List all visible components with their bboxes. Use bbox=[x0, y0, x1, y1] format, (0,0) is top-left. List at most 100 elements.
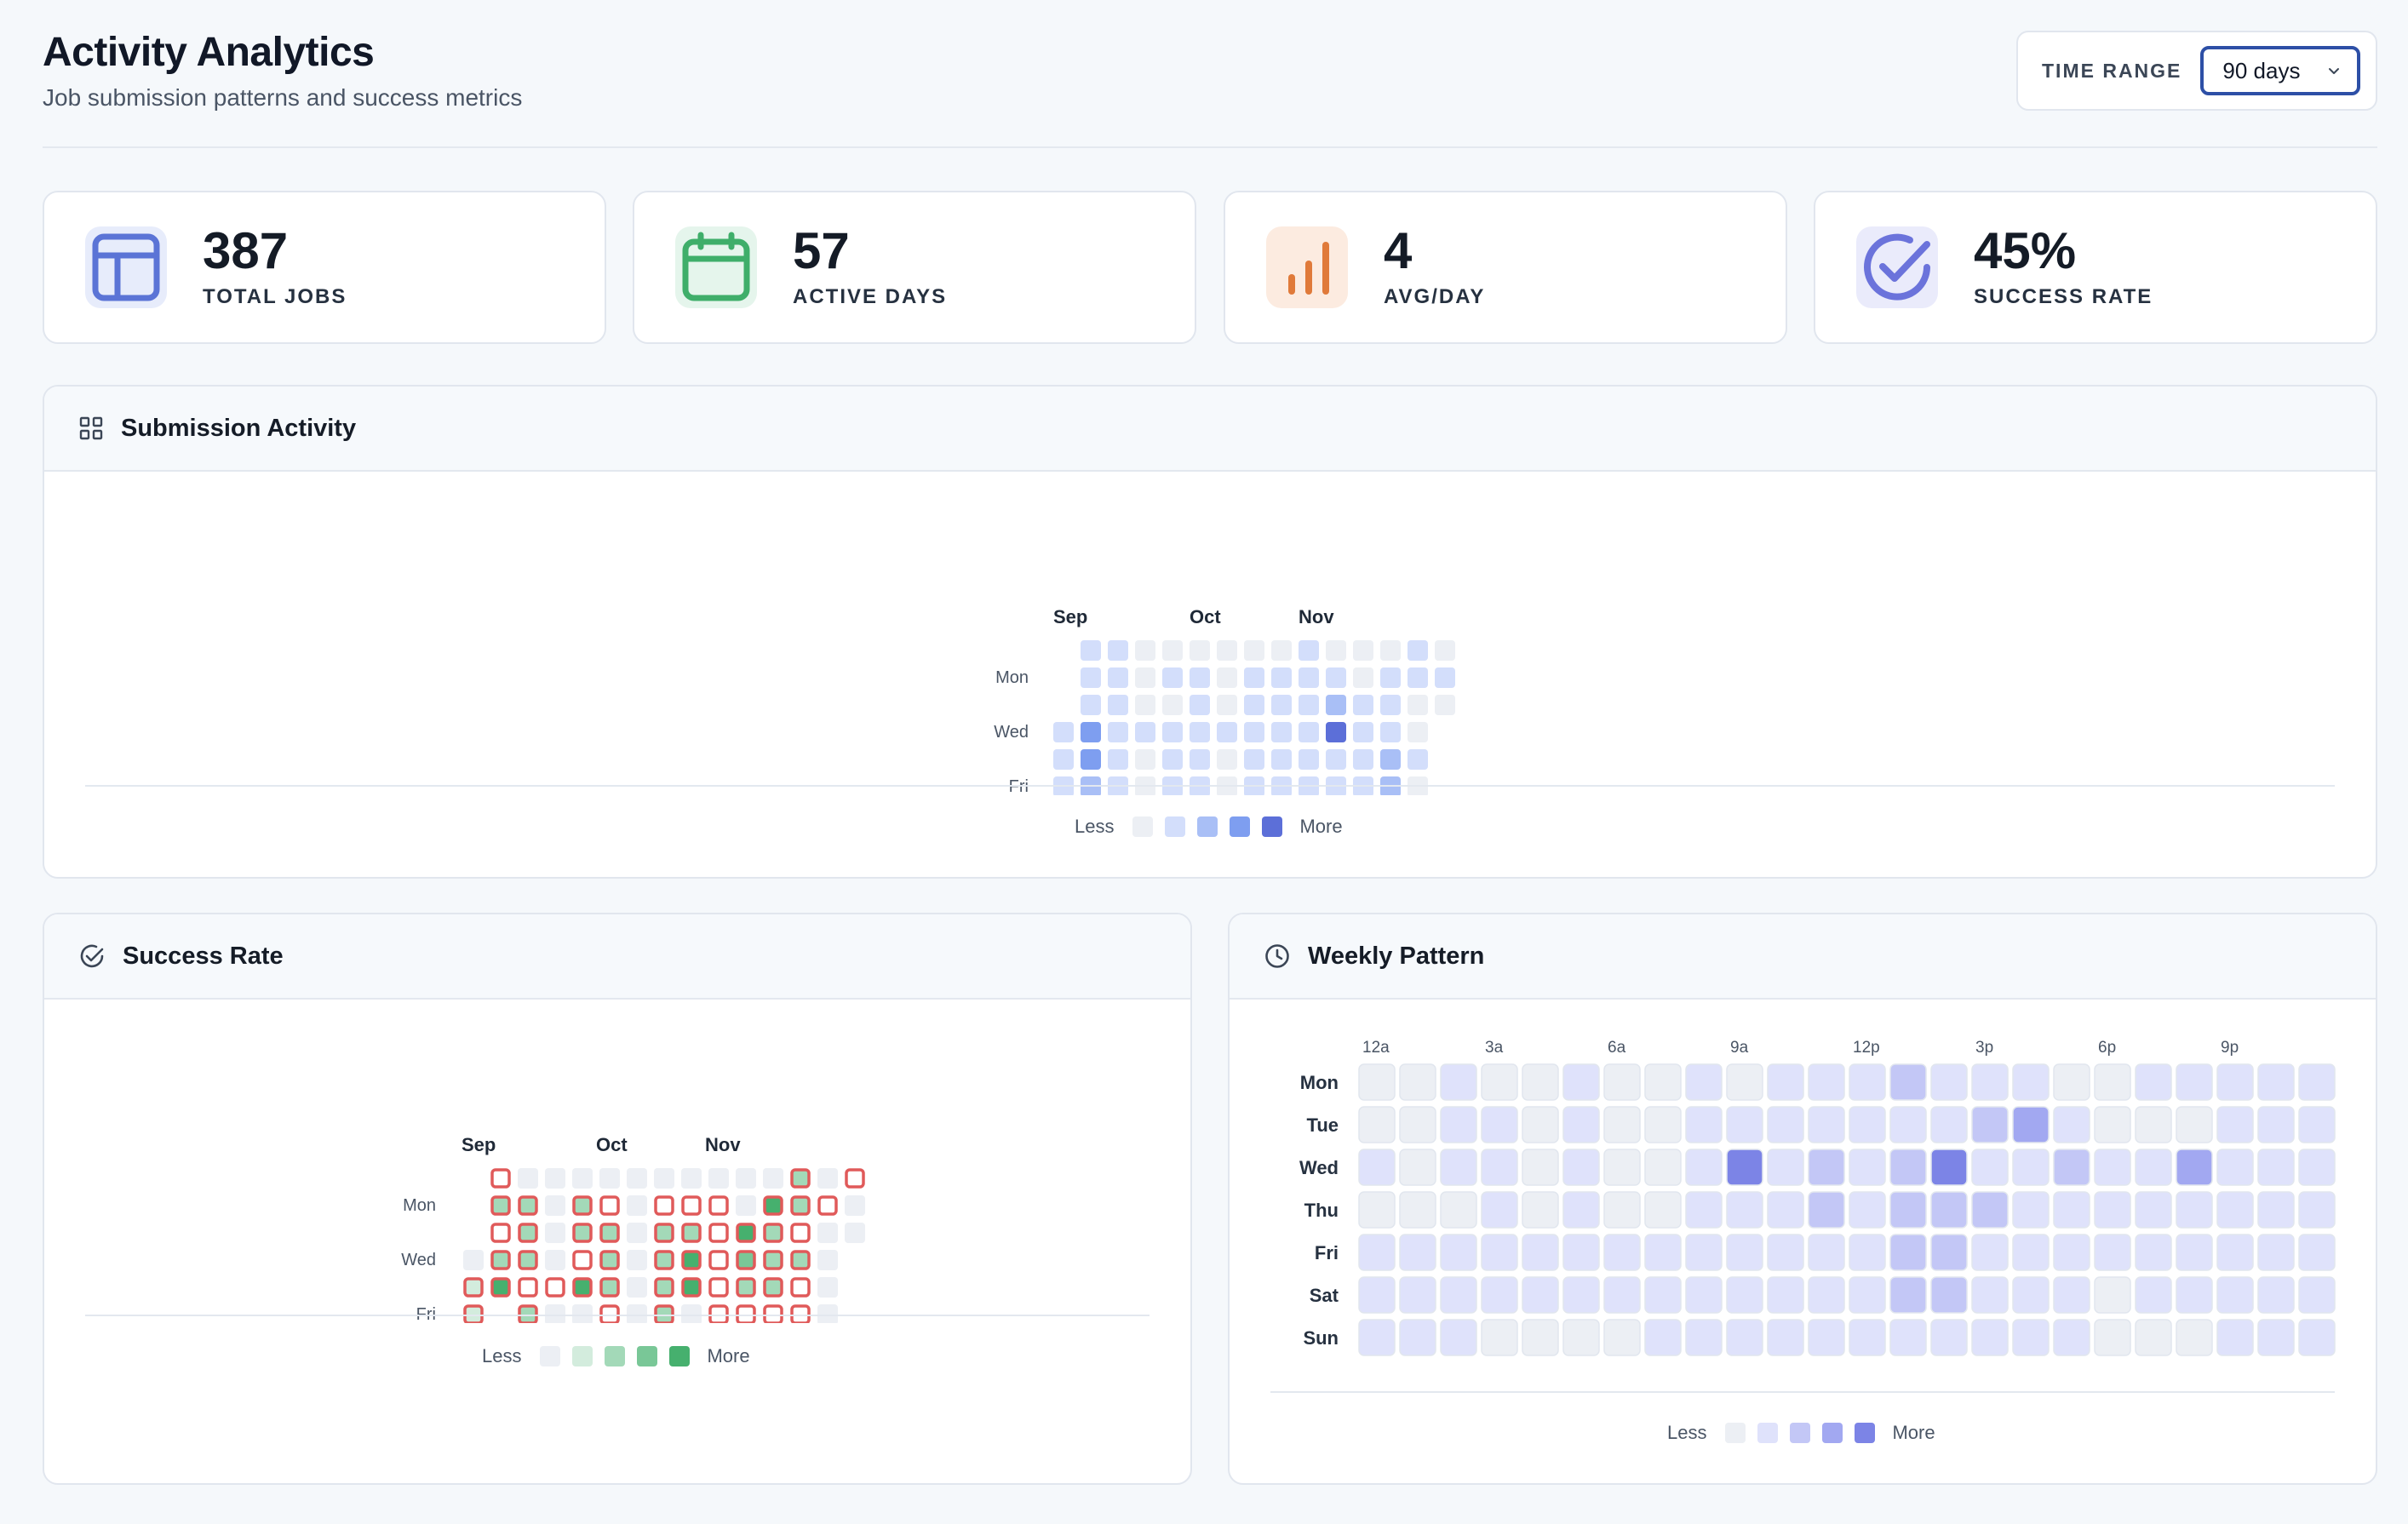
heatmap-cell[interactable] bbox=[2257, 1319, 2295, 1356]
heatmap-cell[interactable] bbox=[1644, 1106, 1682, 1143]
heatmap-cell[interactable] bbox=[1849, 1063, 1886, 1101]
heatmap-cell[interactable] bbox=[736, 1223, 756, 1243]
heatmap-cell[interactable] bbox=[1808, 1234, 1845, 1271]
heatmap-cell[interactable] bbox=[708, 1168, 729, 1189]
heatmap-cell[interactable] bbox=[1889, 1234, 1927, 1271]
heatmap-cell[interactable] bbox=[2257, 1149, 2295, 1186]
heatmap-cell[interactable] bbox=[545, 1304, 565, 1323]
heatmap-cell[interactable] bbox=[1190, 722, 1210, 742]
heatmap-cell[interactable] bbox=[1108, 667, 1128, 688]
heatmap-cell[interactable] bbox=[2176, 1106, 2213, 1143]
heatmap-cell[interactable] bbox=[599, 1250, 620, 1270]
heatmap-cell[interactable] bbox=[2176, 1149, 2213, 1186]
heatmap-cell[interactable] bbox=[2257, 1276, 2295, 1314]
heatmap-cell[interactable] bbox=[1481, 1191, 1518, 1229]
heatmap-cell[interactable] bbox=[1353, 667, 1373, 688]
heatmap-cell[interactable] bbox=[763, 1277, 783, 1298]
heatmap-cell[interactable] bbox=[1522, 1063, 1559, 1101]
heatmap-cell[interactable] bbox=[1849, 1276, 1886, 1314]
heatmap-cell[interactable] bbox=[790, 1277, 811, 1298]
heatmap-cell[interactable] bbox=[2135, 1276, 2172, 1314]
heatmap-cell[interactable] bbox=[1081, 640, 1101, 661]
heatmap-cell[interactable] bbox=[1522, 1191, 1559, 1229]
heatmap-cell[interactable] bbox=[1726, 1106, 1763, 1143]
heatmap-cell[interactable] bbox=[2135, 1063, 2172, 1101]
heatmap-cell[interactable] bbox=[1399, 1191, 1436, 1229]
heatmap-cell[interactable] bbox=[490, 1250, 511, 1270]
heatmap-cell[interactable] bbox=[518, 1250, 538, 1270]
heatmap-cell[interactable] bbox=[599, 1195, 620, 1216]
heatmap-cell[interactable] bbox=[1399, 1063, 1436, 1101]
heatmap-cell[interactable] bbox=[2298, 1191, 2336, 1229]
heatmap-cell[interactable] bbox=[1435, 695, 1455, 715]
heatmap-cell[interactable] bbox=[654, 1250, 674, 1270]
heatmap-cell[interactable] bbox=[572, 1195, 593, 1216]
heatmap-cell[interactable] bbox=[1326, 695, 1346, 715]
heatmap-cell[interactable] bbox=[1644, 1191, 1682, 1229]
heatmap-cell[interactable] bbox=[1380, 722, 1401, 742]
heatmap-cell[interactable] bbox=[2053, 1276, 2090, 1314]
heatmap-cell[interactable] bbox=[1481, 1276, 1518, 1314]
heatmap-cell[interactable] bbox=[1408, 722, 1428, 742]
heatmap-cell[interactable] bbox=[1522, 1149, 1559, 1186]
heatmap-cell[interactable] bbox=[1326, 749, 1346, 770]
heatmap-cell[interactable] bbox=[1135, 667, 1155, 688]
heatmap-cell[interactable] bbox=[1108, 640, 1128, 661]
heatmap-cell[interactable] bbox=[817, 1277, 838, 1298]
heatmap-cell[interactable] bbox=[2053, 1149, 2090, 1186]
heatmap-cell[interactable] bbox=[545, 1223, 565, 1243]
heatmap-cell[interactable] bbox=[1603, 1191, 1641, 1229]
heatmap-cell[interactable] bbox=[1481, 1063, 1518, 1101]
heatmap-cell[interactable] bbox=[1808, 1319, 1845, 1356]
heatmap-cell[interactable] bbox=[1326, 667, 1346, 688]
heatmap-cell[interactable] bbox=[1440, 1234, 1477, 1271]
heatmap-cell[interactable] bbox=[2053, 1191, 2090, 1229]
heatmap-cell[interactable] bbox=[2053, 1234, 2090, 1271]
heatmap-cell[interactable] bbox=[1435, 640, 1455, 661]
heatmap-cell[interactable] bbox=[1399, 1234, 1436, 1271]
heatmap-cell[interactable] bbox=[1108, 695, 1128, 715]
heatmap-cell[interactable] bbox=[1849, 1234, 1886, 1271]
heatmap-cell[interactable] bbox=[1299, 695, 1319, 715]
heatmap-cell[interactable] bbox=[518, 1277, 538, 1298]
heatmap-cell[interactable] bbox=[2176, 1063, 2213, 1101]
heatmap-cell[interactable] bbox=[2176, 1276, 2213, 1314]
heatmap-cell[interactable] bbox=[1271, 667, 1292, 688]
heatmap-cell[interactable] bbox=[1522, 1234, 1559, 1271]
heatmap-cell[interactable] bbox=[1726, 1149, 1763, 1186]
heatmap-cell[interactable] bbox=[1190, 749, 1210, 770]
heatmap-cell[interactable] bbox=[708, 1223, 729, 1243]
heatmap-cell[interactable] bbox=[1244, 749, 1264, 770]
heatmap-cell[interactable] bbox=[1399, 1319, 1436, 1356]
heatmap-cell[interactable] bbox=[518, 1168, 538, 1189]
heatmap-cell[interactable] bbox=[1481, 1149, 1518, 1186]
heatmap-cell[interactable] bbox=[2216, 1063, 2254, 1101]
heatmap-cell[interactable] bbox=[2012, 1276, 2050, 1314]
heatmap-cell[interactable] bbox=[1522, 1106, 1559, 1143]
heatmap-cell[interactable] bbox=[1399, 1106, 1436, 1143]
heatmap-cell[interactable] bbox=[1135, 640, 1155, 661]
heatmap-cell[interactable] bbox=[1808, 1149, 1845, 1186]
heatmap-cell[interactable] bbox=[627, 1277, 647, 1298]
heatmap-cell[interactable] bbox=[1930, 1106, 1968, 1143]
heatmap-cell[interactable] bbox=[1767, 1063, 1804, 1101]
heatmap-cell[interactable] bbox=[1399, 1276, 1436, 1314]
heatmap-cell[interactable] bbox=[817, 1250, 838, 1270]
heatmap-cell[interactable] bbox=[1326, 722, 1346, 742]
heatmap-cell[interactable] bbox=[845, 1195, 865, 1216]
heatmap-cell[interactable] bbox=[1889, 1063, 1927, 1101]
heatmap-cell[interactable] bbox=[1930, 1063, 1968, 1101]
heatmap-cell[interactable] bbox=[1380, 640, 1401, 661]
heatmap-cell[interactable] bbox=[1726, 1319, 1763, 1356]
heatmap-cell[interactable] bbox=[1562, 1106, 1600, 1143]
heatmap-cell[interactable] bbox=[2012, 1319, 2050, 1356]
heatmap-cell[interactable] bbox=[1244, 695, 1264, 715]
heatmap-cell[interactable] bbox=[1244, 667, 1264, 688]
heatmap-cell[interactable] bbox=[2298, 1106, 2336, 1143]
heatmap-cell[interactable] bbox=[1353, 722, 1373, 742]
heatmap-cell[interactable] bbox=[736, 1168, 756, 1189]
heatmap-cell[interactable] bbox=[1326, 640, 1346, 661]
heatmap-cell[interactable] bbox=[1767, 1106, 1804, 1143]
heatmap-cell[interactable] bbox=[2012, 1106, 2050, 1143]
heatmap-cell[interactable] bbox=[2094, 1276, 2131, 1314]
